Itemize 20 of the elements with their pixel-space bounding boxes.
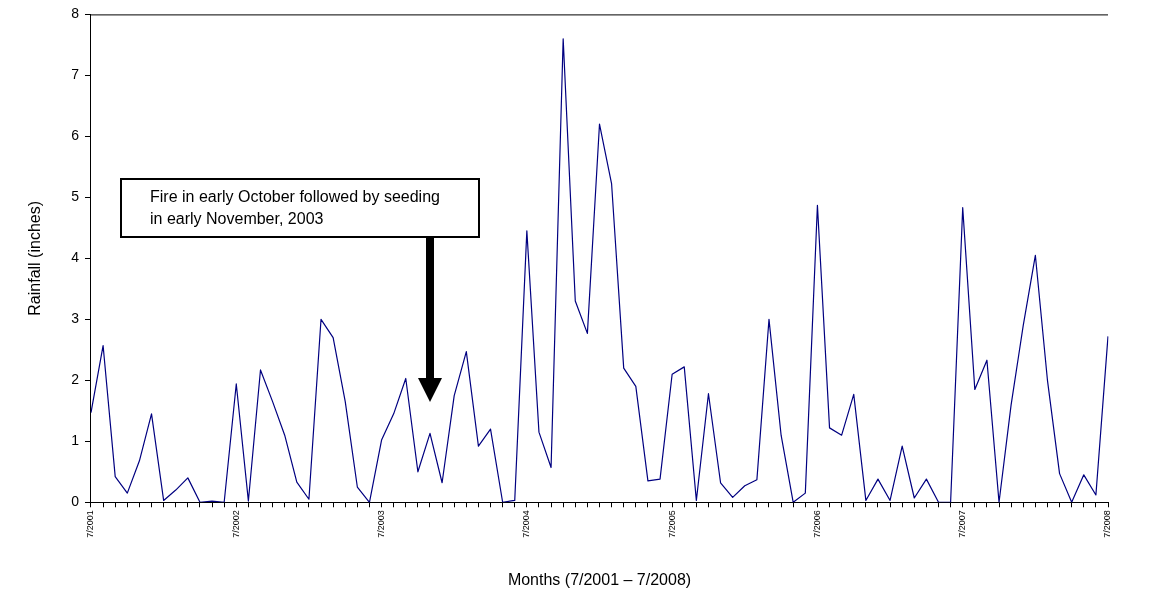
- y-tick-label: 7: [71, 66, 80, 83]
- x-tick-label: 7/2005: [666, 510, 677, 538]
- y-tick-label: 1: [71, 432, 80, 449]
- y-axis-title: Rainfall (inches): [26, 200, 44, 316]
- y-tick-label: 4: [71, 249, 80, 266]
- y-tick-label: 5: [71, 188, 80, 205]
- x-tick-label: 7/2007: [957, 510, 968, 538]
- note-box: Fire in early October followed by seeding in early November, 2003: [120, 178, 480, 238]
- x-axis-title: Months (7/2001 – 7/2008): [507, 570, 692, 588]
- x-tick-label: 7/2002: [230, 510, 241, 538]
- y-tick-label: 3: [71, 310, 80, 327]
- y-tick-label: 8: [71, 5, 80, 22]
- x-tick-label: 7/2006: [811, 510, 822, 538]
- x-tick-label: 7/2008: [1102, 510, 1113, 538]
- y-tick-label: 2: [71, 371, 80, 388]
- y-tick-label: 0: [71, 493, 80, 510]
- x-tick-label: 7/2001: [85, 510, 96, 538]
- x-tick-label: 7/2003: [376, 510, 387, 538]
- y-tick-label: 6: [71, 127, 80, 144]
- x-tick-label: 7/2004: [521, 510, 532, 538]
